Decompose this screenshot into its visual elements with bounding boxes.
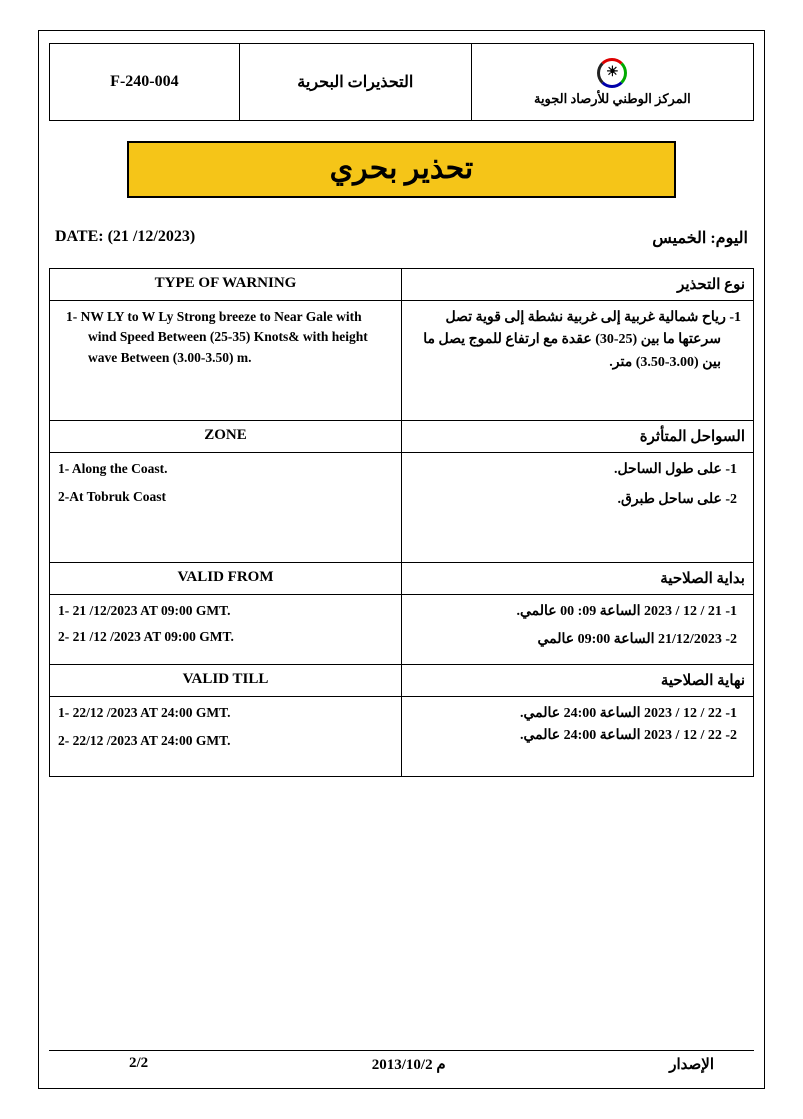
doc-title-cell: التحذيرات البحرية bbox=[240, 44, 472, 120]
zone-en-1: 1- Along the Coast. bbox=[58, 459, 393, 479]
table-row-body: 1- NW LY to W Ly Strong breeze to Near G… bbox=[50, 301, 754, 421]
validtill-ar-2: 2- 22 / 12 / 2023 الساعة 24:00 عالمي. bbox=[410, 725, 745, 747]
table-row-body: 1- 21 /12/2023 AT 09:00 GMT. 2- 21 /12 /… bbox=[50, 595, 754, 665]
table-row-header: VALID FROM بداية الصلاحية bbox=[50, 563, 754, 595]
page: F-240-004 التحذيرات البحرية ☀ المركز الو… bbox=[0, 0, 803, 1119]
document-frame: F-240-004 التحذيرات البحرية ☀ المركز الو… bbox=[38, 30, 765, 1089]
date-line: DATE: (21 /12/2023) اليوم: الخميس bbox=[55, 228, 748, 248]
validfrom-ar-1: 1- 21 / 12 / 2023 الساعة 09: 00 عالمي. bbox=[410, 601, 745, 623]
org-name-ar: المركز الوطني للأرصاد الجوية bbox=[534, 91, 691, 107]
type-body-ar: 1- رياح شمالية غربية إلى غربية نشطة إلى … bbox=[402, 301, 754, 421]
validtill-body-ar: 1- 22 / 12 / 2023 الساعة 24:00 عالمي. 2-… bbox=[402, 697, 754, 777]
type-body-en-text: 1- NW LY to W Ly Strong breeze to Near G… bbox=[58, 307, 393, 368]
table-row-header: TYPE OF WARNING نوع التحذير bbox=[50, 269, 754, 301]
zone-header-ar: السواحل المتأثرة bbox=[402, 421, 754, 453]
zone-header-en: ZONE bbox=[50, 421, 402, 453]
type-body-ar-text: 1- رياح شمالية غربية إلى غربية نشطة إلى … bbox=[410, 307, 745, 374]
zone-ar-2: 2- على ساحل طبرق. bbox=[410, 489, 745, 511]
zone-body-ar: 1- على طول الساحل. 2- على ساحل طبرق. bbox=[402, 453, 754, 563]
logo-glyph: ☀ bbox=[606, 64, 619, 81]
validtill-en-2: 2- 22/12 /2023 AT 24:00 GMT. bbox=[58, 731, 393, 751]
validfrom-en-1: 1- 21 /12/2023 AT 09:00 GMT. bbox=[58, 601, 393, 621]
validfrom-ar-2: 2- 21/12/2023 الساعة 09:00 عالمي bbox=[410, 629, 745, 651]
issue-date: 2013/10/2 م bbox=[372, 1055, 446, 1074]
header-row: F-240-004 التحذيرات البحرية ☀ المركز الو… bbox=[49, 43, 754, 121]
validfrom-header-en: VALID FROM bbox=[50, 563, 402, 595]
table-row-header: ZONE السواحل المتأثرة bbox=[50, 421, 754, 453]
validtill-en-1: 1- 22/12 /2023 AT 24:00 GMT. bbox=[58, 703, 393, 723]
issue-label-ar: الإصدار bbox=[669, 1055, 714, 1074]
validfrom-header-ar: بداية الصلاحية bbox=[402, 563, 754, 595]
type-header-ar: نوع التحذير bbox=[402, 269, 754, 301]
validfrom-body-en: 1- 21 /12/2023 AT 09:00 GMT. 2- 21 /12 /… bbox=[50, 595, 402, 665]
table-row-body: 1- Along the Coast. 2-At Tobruk Coast 1-… bbox=[50, 453, 754, 563]
type-body-en: 1- NW LY to W Ly Strong breeze to Near G… bbox=[50, 301, 402, 421]
date-label-en: DATE: (21 /12/2023) bbox=[55, 228, 195, 248]
org-logo-icon: ☀ bbox=[597, 58, 627, 88]
type-header-en: TYPE OF WARNING bbox=[50, 269, 402, 301]
zone-body-en: 1- Along the Coast. 2-At Tobruk Coast bbox=[50, 453, 402, 563]
warning-table: TYPE OF WARNING نوع التحذير 1- NW LY to … bbox=[49, 268, 754, 777]
zone-en-2: 2-At Tobruk Coast bbox=[58, 487, 393, 507]
banner-title: تحذير بحري bbox=[330, 152, 474, 185]
warning-banner: تحذير بحري bbox=[127, 141, 677, 198]
validtill-header-en: VALID TILL bbox=[50, 665, 402, 697]
footer: 2/2 2013/10/2 م الإصدار bbox=[49, 1050, 754, 1074]
table-row-body: 1- 22/12 /2023 AT 24:00 GMT. 2- 22/12 /2… bbox=[50, 697, 754, 777]
doc-title-ar: التحذيرات البحرية bbox=[297, 72, 413, 92]
form-code: F-240-004 bbox=[110, 73, 178, 91]
page-number: 2/2 bbox=[129, 1055, 148, 1074]
validfrom-en-2: 2- 21 /12 /2023 AT 09:00 GMT. bbox=[58, 627, 393, 647]
zone-ar-1: 1- على طول الساحل. bbox=[410, 459, 745, 481]
form-code-cell: F-240-004 bbox=[50, 44, 240, 120]
table-row-header: VALID TILL نهاية الصلاحية bbox=[50, 665, 754, 697]
validtill-header-ar: نهاية الصلاحية bbox=[402, 665, 754, 697]
validtill-ar-1: 1- 22 / 12 / 2023 الساعة 24:00 عالمي. bbox=[410, 703, 745, 725]
validtill-body-en: 1- 22/12 /2023 AT 24:00 GMT. 2- 22/12 /2… bbox=[50, 697, 402, 777]
org-cell: ☀ المركز الوطني للأرصاد الجوية bbox=[472, 44, 753, 120]
day-label-ar: اليوم: الخميس bbox=[652, 228, 748, 248]
validfrom-body-ar: 1- 21 / 12 / 2023 الساعة 09: 00 عالمي. 2… bbox=[402, 595, 754, 665]
